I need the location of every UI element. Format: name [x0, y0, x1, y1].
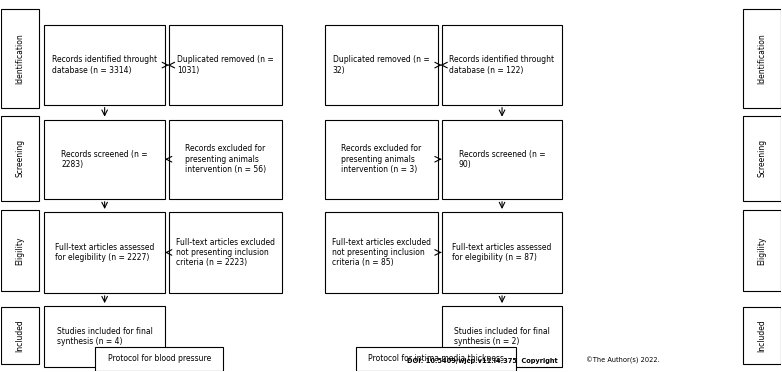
Text: DOI: 10.5409/wjcp.v11.i4.375  Copyright: DOI: 10.5409/wjcp.v11.i4.375 Copyright — [407, 358, 558, 364]
FancyBboxPatch shape — [2, 9, 39, 109]
FancyBboxPatch shape — [2, 210, 39, 291]
FancyBboxPatch shape — [325, 119, 438, 199]
Text: Full-text articles assessed
for elegibility (n = 2227): Full-text articles assessed for elegibil… — [55, 243, 154, 262]
FancyBboxPatch shape — [45, 212, 165, 293]
FancyBboxPatch shape — [442, 25, 562, 105]
FancyBboxPatch shape — [743, 307, 780, 364]
FancyBboxPatch shape — [169, 25, 282, 105]
Text: Duplicated removed (n =
1031): Duplicated removed (n = 1031) — [177, 55, 274, 75]
Text: Records identified throught
database (n = 3314): Records identified throught database (n … — [52, 55, 157, 75]
FancyBboxPatch shape — [442, 306, 562, 367]
Text: Records identified throught
database (n = 122): Records identified throught database (n … — [450, 55, 554, 75]
Text: Records screened (n =
90): Records screened (n = 90) — [459, 150, 545, 169]
Text: Records excluded for
presenting animals
intervention (n = 3): Records excluded for presenting animals … — [341, 144, 421, 174]
FancyBboxPatch shape — [325, 25, 438, 105]
FancyBboxPatch shape — [95, 347, 224, 371]
Text: Eligility: Eligility — [16, 236, 24, 265]
Text: Records screened (n =
2283): Records screened (n = 2283) — [61, 150, 148, 169]
Text: Records excluded for
presenting animals
intervention (n = 56): Records excluded for presenting animals … — [185, 144, 266, 174]
FancyBboxPatch shape — [356, 347, 515, 371]
Text: Protocol for intima media thickness: Protocol for intima media thickness — [368, 354, 504, 363]
FancyBboxPatch shape — [169, 119, 282, 199]
FancyBboxPatch shape — [169, 212, 282, 293]
FancyBboxPatch shape — [325, 212, 438, 293]
Text: Included: Included — [16, 319, 24, 352]
FancyBboxPatch shape — [743, 210, 780, 291]
Text: Protocol for blood pressure: Protocol for blood pressure — [108, 354, 211, 363]
Text: Full-text articles excluded
not presenting inclusion
criteria (n = 2223): Full-text articles excluded not presenti… — [176, 238, 275, 267]
FancyBboxPatch shape — [743, 9, 780, 109]
Text: Studies included for final
synthesis (n = 2): Studies included for final synthesis (n … — [454, 327, 550, 346]
FancyBboxPatch shape — [442, 212, 562, 293]
Text: Full-text articles assessed
for elegibility (n = 87): Full-text articles assessed for elegibil… — [452, 243, 552, 262]
Text: Screening: Screening — [16, 139, 24, 177]
Text: Eligility: Eligility — [758, 236, 766, 265]
FancyBboxPatch shape — [45, 306, 165, 367]
FancyBboxPatch shape — [442, 119, 562, 199]
FancyBboxPatch shape — [45, 119, 165, 199]
Text: Included: Included — [758, 319, 766, 352]
FancyBboxPatch shape — [45, 25, 165, 105]
Text: Duplicated removed (n =
32): Duplicated removed (n = 32) — [333, 55, 429, 75]
Text: Identification: Identification — [758, 33, 766, 84]
FancyBboxPatch shape — [2, 116, 39, 201]
Text: ©The Author(s) 2022.: ©The Author(s) 2022. — [584, 357, 660, 364]
Text: Full-text articles excluded
not presenting inclusion
criteria (n = 85): Full-text articles excluded not presenti… — [332, 238, 431, 267]
Text: Identification: Identification — [16, 33, 24, 84]
Text: Studies included for final
synthesis (n = 4): Studies included for final synthesis (n … — [57, 327, 152, 346]
FancyBboxPatch shape — [743, 116, 780, 201]
Text: Screening: Screening — [758, 139, 766, 177]
FancyBboxPatch shape — [2, 307, 39, 364]
